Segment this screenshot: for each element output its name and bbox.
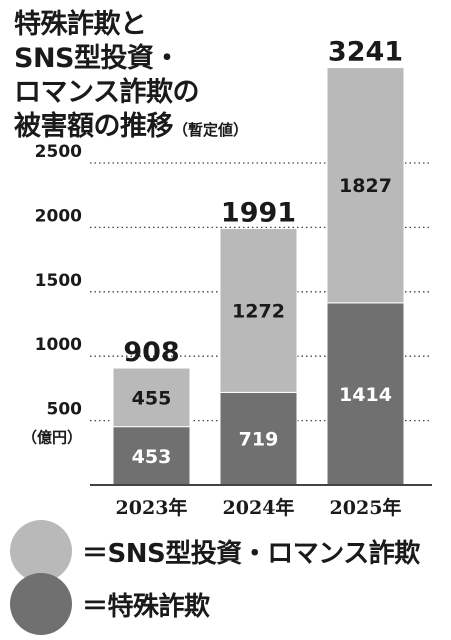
x-tick-label-0: 2023年: [116, 496, 188, 519]
y-axis-unit: （億円）: [22, 429, 82, 447]
title-line-4-text: 被害額の推移: [14, 111, 174, 142]
legend-swatch-fraud: [10, 573, 72, 635]
total-label-2: 3241: [328, 37, 403, 68]
bar-investment-0: [112, 367, 191, 428]
bar-investment-2: [326, 67, 405, 304]
total-label-1: 1991: [221, 198, 296, 229]
title-note: （暫定値）: [173, 121, 249, 139]
chart-title: 特殊詐欺と SNS型投資・ ロマンス詐欺の 被害額の推移（暫定値）: [14, 8, 248, 147]
data-label-investment-0: 455: [132, 387, 172, 409]
data-label-fraud-1: 719: [239, 429, 279, 451]
y-tick-label-1500: 1500: [35, 271, 82, 291]
legend-item-investment: ＝SNS型投資・ロマンス詐欺: [10, 520, 420, 582]
bar-fraud-1: [219, 391, 298, 486]
title-line-2: SNS型投資・: [14, 43, 181, 74]
title-line-1: 特殊詐欺と: [14, 9, 147, 40]
data-label-fraud-2: 1414: [339, 384, 392, 406]
legend-label-fraud: ＝特殊詐欺: [82, 591, 210, 622]
y-tick-label-500: 500: [47, 400, 83, 420]
y-tick-label-1000: 1000: [35, 335, 82, 355]
bar-fraud-2: [326, 302, 405, 486]
legend-swatch-investment: [10, 520, 72, 582]
y-tick-label-2000: 2000: [35, 206, 82, 226]
legend-label-investment: ＝SNS型投資・ロマンス詐欺: [82, 538, 420, 569]
bar-investment-1: [219, 228, 298, 393]
title-line-3: ロマンス詐欺の: [14, 77, 199, 108]
data-label-investment-1: 1272: [232, 300, 285, 322]
x-tick-label-1: 2024年: [223, 496, 295, 519]
bar-fraud-0: [112, 426, 191, 486]
y-tick-label-2500: 2500: [35, 142, 82, 162]
data-label-investment-2: 1827: [339, 175, 392, 197]
x-tick-label-2: 2025年: [330, 496, 402, 519]
data-label-fraud-0: 453: [132, 446, 172, 468]
legend-item-fraud: ＝特殊詐欺: [10, 573, 210, 635]
stacked-bar-chart: 500 1000 1500 2000 2500 （億円） 453 455 908 2023年 719…: [22, 37, 432, 519]
total-label-0: 908: [123, 337, 179, 368]
title-line-4: 被害額の推移（暫定値）: [14, 110, 248, 147]
